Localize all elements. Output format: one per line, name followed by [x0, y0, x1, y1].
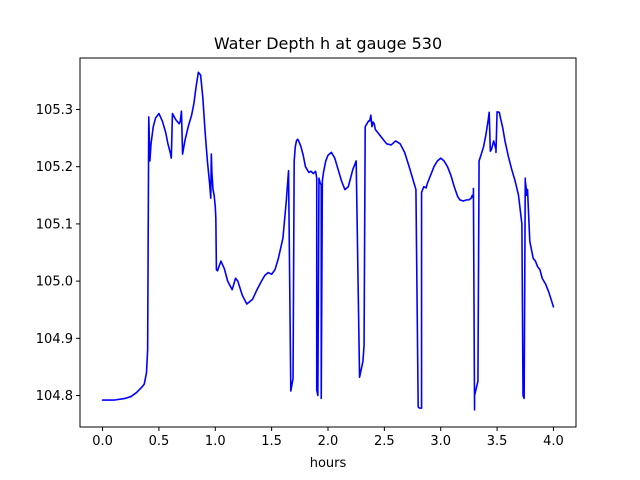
y-tick-label: 105.2 — [36, 160, 73, 175]
x-axis-label: hours — [310, 456, 347, 471]
plot-frame — [79, 57, 577, 428]
y-tick-label: 105.1 — [36, 217, 73, 232]
x-tick-label: 0.5 — [149, 434, 170, 449]
x-tick-label: 2.0 — [318, 434, 339, 449]
x-tick-label: 2.5 — [374, 434, 395, 449]
y-tick-label: 104.8 — [36, 389, 73, 404]
x-tick-label: 3.0 — [430, 434, 451, 449]
series-layer — [101, 71, 555, 411]
y-tick-label: 105.3 — [36, 103, 73, 118]
x-tick-label: 4.0 — [543, 434, 564, 449]
y-tick-label: 104.9 — [36, 332, 73, 347]
y-tick-label: 105.0 — [36, 275, 73, 290]
x-tick-label: 0.0 — [92, 434, 113, 449]
x-tick-label: 3.5 — [487, 434, 508, 449]
x-tick-label: 1.0 — [205, 434, 226, 449]
x-tick-label: 1.5 — [261, 434, 282, 449]
y-axis-ticks: 104.8 104.9 105.0 105.1 105.2 105.3 — [36, 103, 80, 404]
chart-title: Water Depth h at gauge 530 — [214, 34, 442, 53]
x-axis-ticks: 0.0 0.5 1.0 1.5 2.0 2.5 3.0 3.5 4.0 — [92, 427, 564, 449]
series-line — [101, 71, 555, 411]
